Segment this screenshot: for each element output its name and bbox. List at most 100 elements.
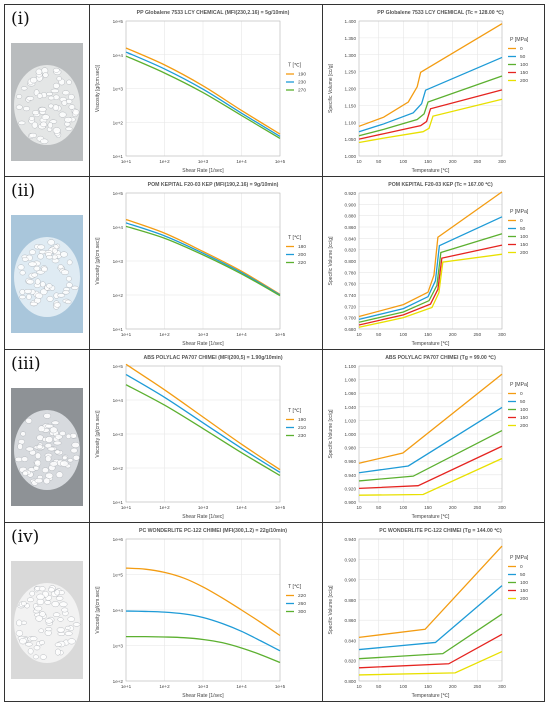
pvt-chart-cell: PP Globalene 7533 LCY CHEMICAL (Tc = 128… bbox=[323, 5, 544, 176]
pellet bbox=[37, 253, 44, 260]
pellet bbox=[35, 68, 43, 75]
y-tick-label: 1.200 bbox=[345, 87, 357, 92]
pellet bbox=[19, 295, 26, 300]
pellet bbox=[53, 302, 62, 308]
y-tick-label: 1e+4 bbox=[113, 398, 124, 403]
x-tick-label: 1e+1 bbox=[121, 505, 132, 510]
legend-label: 100 bbox=[520, 62, 528, 68]
pvt-chart-cell: ABS POLYLAC PA707 CHIMEI (Tg = 99.00 ℃) 0… bbox=[323, 350, 544, 522]
pellet bbox=[70, 447, 78, 454]
legend-label: 230 bbox=[298, 433, 306, 439]
series-line-300 bbox=[125, 635, 281, 664]
pellet bbox=[55, 471, 64, 478]
plot-frame bbox=[358, 20, 503, 157]
y-tick-label: 1.250 bbox=[345, 70, 357, 75]
chart-title: ABS POLYLAC PA707 CHIMEI (Tg = 99.00 ℃) bbox=[385, 354, 496, 361]
legend-label: 230 bbox=[298, 80, 306, 86]
plot-frame bbox=[125, 20, 281, 157]
y-tick-label: 0.780 bbox=[345, 270, 357, 275]
legend-label: 100 bbox=[520, 580, 528, 586]
pellet bbox=[52, 248, 58, 254]
pellet bbox=[56, 627, 65, 633]
y-tick-label: 1.080 bbox=[345, 378, 357, 383]
series-line-220 bbox=[125, 225, 281, 297]
series-line-230 bbox=[125, 384, 281, 477]
x-tick-label: 1e+4 bbox=[236, 505, 247, 510]
y-tick-label: 1e+5 bbox=[113, 573, 124, 578]
legend-label: 210 bbox=[298, 425, 306, 431]
pellet bbox=[18, 120, 26, 126]
viscosity-chart: POM KEPITAL F20-03 KEP (MFI(190,2.16) = … bbox=[95, 182, 306, 347]
series-line-180 bbox=[125, 218, 281, 295]
x-tick-label: 1e+5 bbox=[275, 332, 286, 337]
legend-label: 150 bbox=[520, 70, 528, 76]
pellet bbox=[57, 617, 64, 622]
x-tick-label: 10 bbox=[356, 505, 362, 510]
pellet bbox=[28, 261, 37, 267]
series-line-100 bbox=[358, 430, 503, 482]
x-tick-label: 1e+3 bbox=[198, 159, 209, 164]
series-line-50 bbox=[358, 585, 503, 651]
pellet-photo bbox=[11, 215, 83, 333]
pellet bbox=[43, 477, 51, 485]
panel-label: (iv) bbox=[11, 527, 40, 547]
legend-label: 150 bbox=[520, 588, 528, 594]
x-axis-label: Shear Rate [1/sec] bbox=[182, 693, 224, 699]
series-line-100 bbox=[358, 613, 503, 660]
legend-label: 50 bbox=[520, 399, 526, 405]
x-tick-label: 200 bbox=[449, 332, 457, 337]
y-tick-label: 1e+5 bbox=[113, 191, 124, 196]
pellet bbox=[17, 443, 23, 450]
panel-row-iii: (iii) ABS POLYLAC PA707 CHIMEI (MFI(200,5… bbox=[5, 350, 544, 523]
pellet bbox=[65, 433, 72, 439]
series-line-150 bbox=[358, 445, 503, 490]
pellet bbox=[29, 636, 38, 642]
x-tick-label: 150 bbox=[424, 332, 432, 337]
pellet bbox=[36, 593, 45, 600]
x-axis-label: Shear Rate [1/sec] bbox=[182, 514, 224, 520]
pellet bbox=[67, 638, 76, 645]
legend-label: 190 bbox=[298, 417, 306, 423]
pellet bbox=[61, 269, 69, 275]
pvt-chart: PP Globalene 7533 LCY CHEMICAL (Tc = 128… bbox=[328, 9, 529, 174]
pellet bbox=[55, 648, 61, 656]
y-tick-label: 1e+2 bbox=[113, 466, 124, 471]
pellet bbox=[20, 86, 28, 91]
pellet bbox=[72, 454, 80, 461]
y-tick-label: 0.800 bbox=[345, 679, 357, 684]
pvt-chart-cell: POM KEPITAL F20-03 KEP (Tc = 167.00 ℃) 0.… bbox=[323, 177, 544, 349]
panel-label: (ii) bbox=[11, 181, 36, 201]
pellet bbox=[61, 100, 68, 106]
pvt-chart: ABS POLYLAC PA707 CHIMEI (Tg = 99.00 ℃) 0… bbox=[328, 354, 529, 520]
chart-title: POM KEPITAL F20-03 KEP (Tc = 167.00 ℃) bbox=[388, 181, 493, 188]
pellet bbox=[22, 470, 29, 476]
x-tick-label: 1e+1 bbox=[121, 332, 132, 337]
legend-label: 200 bbox=[520, 423, 528, 429]
pellet bbox=[45, 436, 53, 443]
series-line-190 bbox=[125, 363, 281, 471]
x-tick-label: 1e+3 bbox=[198, 684, 209, 689]
pellet bbox=[16, 619, 23, 627]
pellet bbox=[56, 76, 62, 82]
pellet bbox=[26, 279, 35, 285]
y-tick-label: 1.000 bbox=[345, 432, 357, 437]
legend-label: 50 bbox=[520, 226, 526, 232]
y-tick-label: 1e+1 bbox=[113, 327, 124, 332]
y-tick-label: 0.900 bbox=[345, 578, 357, 583]
viscosity-chart: ABS POLYLAC PA707 CHIMEI (MFI(200,5) = 1… bbox=[95, 355, 306, 520]
series-line-0 bbox=[358, 545, 503, 639]
pellet bbox=[65, 625, 71, 630]
pellet bbox=[66, 259, 73, 266]
pellet-image bbox=[11, 388, 83, 506]
pellet bbox=[50, 88, 60, 94]
pellet bbox=[72, 622, 81, 627]
pellet bbox=[71, 285, 79, 290]
pellet bbox=[46, 91, 53, 96]
x-tick-label: 50 bbox=[376, 505, 382, 510]
x-tick-label: 1e+5 bbox=[275, 159, 286, 164]
x-tick-label: 1e+1 bbox=[121, 684, 132, 689]
pellet-image bbox=[11, 43, 83, 161]
legend-label: 200 bbox=[298, 252, 306, 258]
legend-label: 220 bbox=[298, 260, 306, 266]
pellet bbox=[36, 444, 43, 450]
